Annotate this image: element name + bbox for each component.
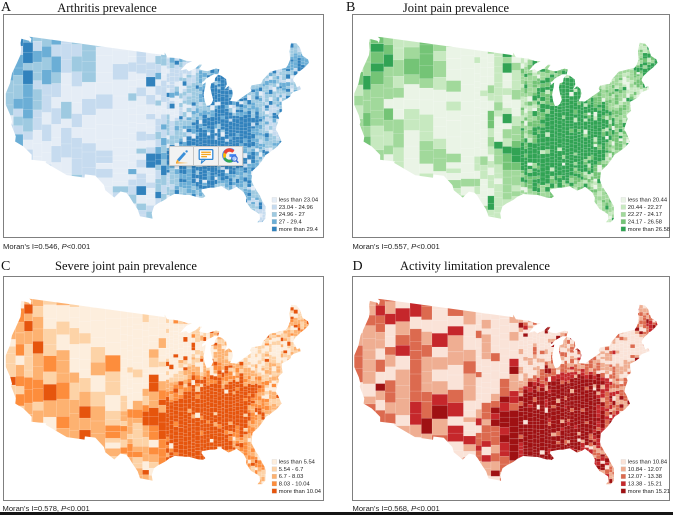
svg-text:less than 10.84: less than 10.84: [628, 460, 668, 466]
svg-text:less than 20.44: less than 20.44: [628, 197, 668, 203]
svg-text:more than 26.58: more than 26.58: [628, 226, 670, 232]
svg-text:less than 5.54: less than 5.54: [278, 460, 315, 466]
svg-text:20.44 - 22.27: 20.44 - 22.27: [628, 204, 662, 210]
svg-text:6.7 - 8.03: 6.7 - 8.03: [278, 474, 303, 480]
svg-text:more than 10.04: more than 10.04: [278, 489, 321, 495]
svg-text:less than 23.04: less than 23.04: [278, 197, 318, 203]
svg-text:24.17 - 26.58: 24.17 - 26.58: [628, 219, 662, 225]
svg-text:27 - 29.4: 27 - 29.4: [278, 219, 302, 225]
svg-text:23.04 - 24.96: 23.04 - 24.96: [278, 204, 312, 210]
svg-text:more than 15.21: more than 15.21: [628, 489, 670, 495]
svg-text:10.84 - 12.07: 10.84 - 12.07: [628, 467, 662, 473]
svg-text:12.07 - 13.38: 12.07 - 13.38: [628, 474, 662, 480]
svg-text:13.38 - 15.21: 13.38 - 15.21: [628, 482, 662, 488]
svg-text:8.03 - 10.04: 8.03 - 10.04: [278, 482, 310, 488]
svg-text:more than 29.4: more than 29.4: [278, 226, 318, 232]
svg-text:24.96 - 27: 24.96 - 27: [278, 212, 304, 218]
svg-text:22.27 - 24.17: 22.27 - 24.17: [628, 212, 662, 218]
svg-text:5.54 - 6.7: 5.54 - 6.7: [278, 467, 303, 473]
